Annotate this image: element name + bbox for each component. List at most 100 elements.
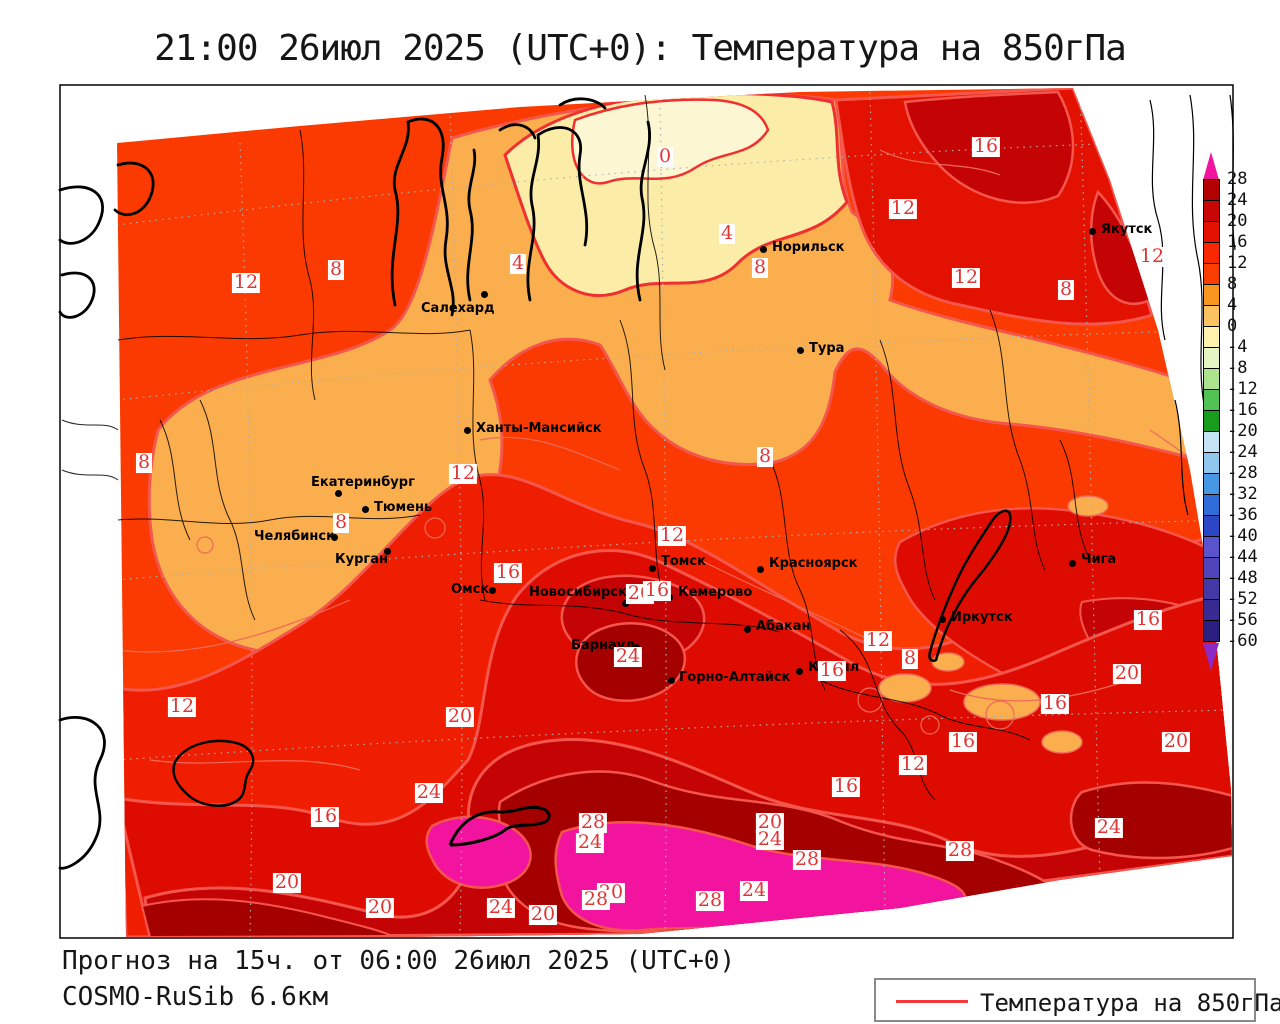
colorbar-tick-label: -32 — [1227, 484, 1258, 504]
legend-label: Температура на 850гПа — [980, 989, 1280, 1017]
colorbar-segment — [1203, 368, 1220, 390]
contour-value-label: 16 — [817, 659, 847, 682]
colorbar-segment — [1203, 431, 1220, 453]
temperature-field — [117, 88, 1232, 937]
colorbar-tick-label: -56 — [1227, 610, 1258, 630]
city-dot — [649, 565, 656, 572]
colorbar-segment — [1203, 263, 1220, 285]
cream-region — [570, 98, 770, 185]
page-title: 21:00 26июл 2025 (UTC+0): Температура на… — [154, 28, 1127, 69]
colorbar-tick-label: 0 — [1227, 316, 1238, 336]
city-label: Салехард — [421, 301, 495, 316]
contour-value-label: 16 — [310, 805, 340, 828]
contour-value-label: 20 — [528, 903, 558, 926]
city-dot — [362, 506, 369, 513]
colorbar-tick-label: -36 — [1227, 505, 1258, 525]
colorbar-tick-label: -52 — [1227, 589, 1258, 609]
colorbar-tick-label: -20 — [1227, 421, 1258, 441]
contour-value-label: 16 — [948, 730, 978, 753]
legend-box: Температура на 850гПа — [874, 978, 1280, 1022]
colorbar-tick-label: -44 — [1227, 547, 1258, 567]
contour-value-label: 12 — [231, 271, 261, 294]
contour-value-label: 12 — [448, 462, 478, 485]
city-label: Чига — [1081, 552, 1117, 567]
contour-value-label: 28 — [695, 889, 725, 912]
city-label: Якутск — [1101, 222, 1153, 237]
colorbar-segment — [1203, 536, 1220, 558]
contour-value-label: 16 — [831, 775, 861, 798]
contour-value-label: 4 — [509, 252, 527, 275]
contour-value-label: 28 — [792, 848, 822, 871]
city-label: Новосибирск — [529, 585, 627, 600]
lake-baikal — [928, 509, 1012, 662]
city-dot — [384, 548, 391, 555]
city-label: Красноярск — [769, 556, 858, 571]
city-label: Ханты-Мансийск — [476, 421, 602, 436]
city-label: Курган — [335, 552, 388, 567]
contour-value-label: 4 — [718, 222, 736, 245]
city-dot — [939, 616, 946, 623]
city-label: Горно-Алтайск — [679, 670, 791, 685]
contour-value-label: 12 — [888, 197, 918, 220]
colorbar-tick-label: 28 — [1227, 169, 1248, 189]
colorbar-segment — [1203, 578, 1220, 600]
contour-value-label: 20 — [1112, 662, 1142, 685]
contour-value-label: 12 — [951, 266, 981, 289]
contour-value-label: 12 — [167, 695, 197, 718]
contour-value-label: 16 — [971, 135, 1001, 158]
colorbar-tick-label: -28 — [1227, 463, 1258, 483]
contour-value-label: 16 — [1040, 692, 1070, 715]
contour-value-label: 24 — [486, 896, 516, 919]
colorbar-below-min-triangle — [1203, 643, 1219, 671]
colorbar-tick-label: -60 — [1227, 631, 1258, 651]
city-dot — [464, 427, 471, 434]
legend-line-sample — [896, 1000, 968, 1003]
city-label: Томск — [661, 554, 706, 569]
map-frame — [59, 84, 1234, 939]
contour-value-label: 24 — [739, 879, 769, 902]
contour-value-label: 16 — [493, 561, 523, 584]
colorbar-tick-label: -8 — [1227, 358, 1248, 378]
terrain-patches — [878, 495, 1109, 754]
contour-value-label: 12 — [863, 629, 893, 652]
colorbar-segment — [1203, 305, 1220, 327]
colorbar-segment — [1203, 284, 1220, 306]
forecast-info-text: Прогноз на 15ч. от 06:00 26июл 2025 (UTC… — [62, 946, 736, 976]
city-dot — [335, 490, 342, 497]
colorbar-segment — [1203, 452, 1220, 474]
city-dot — [622, 600, 629, 607]
model-info-text: COSMO-RuSib 6.6км — [62, 982, 329, 1012]
contour-value-label: 8 — [327, 258, 345, 281]
colorbar-tick-label: 12 — [1227, 253, 1248, 273]
city-label: Тюмень — [374, 500, 433, 515]
contour-value-label: 20 — [445, 705, 475, 728]
contour-value-label: 20 — [1161, 730, 1191, 753]
contour-value-label: 16 — [1133, 608, 1163, 631]
contour-value-label: 8 — [901, 647, 919, 670]
contour-value-label: 28 — [578, 811, 608, 834]
city-dot — [744, 626, 751, 633]
contour-value-label: 8 — [135, 451, 153, 474]
city-dot — [331, 534, 338, 541]
contour-value-label: 12 — [898, 753, 928, 776]
city-label: Челябинск — [254, 529, 335, 544]
colorbar-above-max-triangle — [1203, 152, 1219, 180]
colorbar-segment — [1203, 200, 1220, 222]
city-dot — [489, 587, 496, 594]
contour-value-label: 8 — [756, 445, 774, 468]
colorbar-segment — [1203, 410, 1220, 432]
colorbar-segment — [1203, 389, 1220, 411]
grid-lines — [117, 88, 1232, 937]
contour-value-label: 24 — [1094, 816, 1124, 839]
colorbar-tick-label: -24 — [1227, 442, 1258, 462]
city-label: Омск — [451, 582, 490, 597]
contour-value-label: 12 — [657, 524, 687, 547]
lakes — [172, 739, 551, 847]
colorbar-tick-label: -16 — [1227, 400, 1258, 420]
colorbar-tick-label: -40 — [1227, 526, 1258, 546]
city-label: Норильск — [772, 240, 845, 255]
contour-value-label: 8 — [1057, 278, 1075, 301]
city-dot — [481, 291, 488, 298]
colorbar-segment — [1203, 620, 1220, 642]
